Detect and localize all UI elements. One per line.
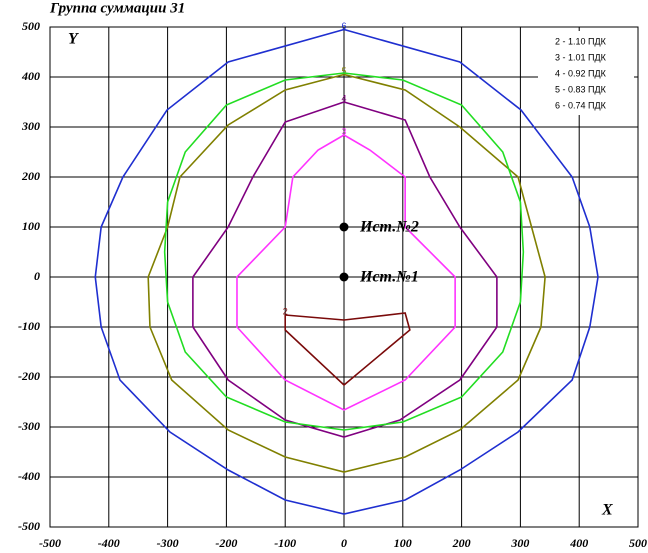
source-label: Ист.№2 — [359, 219, 419, 236]
contour-line — [94, 28, 599, 515]
x-tick-label: 200 — [452, 536, 471, 550]
legend-entry: 6 - 0.74 ПДК — [555, 100, 607, 110]
contour-line — [236, 134, 456, 411]
x-tick-label: -500 — [39, 536, 61, 550]
x-tick-label: 400 — [569, 536, 588, 550]
y-tick-label: 300 — [21, 119, 40, 133]
x-tick-label: 500 — [629, 536, 647, 550]
y-tick-label: -300 — [18, 419, 40, 433]
y-tick-label: 0 — [34, 269, 40, 283]
x-tick-label: 0 — [341, 536, 347, 550]
contour-label: 4 — [341, 93, 346, 103]
x-tick-label: -300 — [157, 536, 179, 550]
contour-line — [284, 312, 411, 387]
legend-box — [538, 31, 634, 115]
y-tick-label: 100 — [22, 219, 40, 233]
legend-entry: 2 - 1.10 ПДК — [555, 36, 607, 46]
y-tick-label: 200 — [21, 169, 40, 183]
legend-entry: 3 - 1.01 ПДК — [555, 52, 607, 62]
chart-title: Группа суммации 31 — [49, 0, 185, 16]
contour-line — [147, 73, 546, 473]
x-tick-label: 100 — [394, 536, 412, 550]
contour-line — [163, 72, 525, 431]
y-tick-label: 500 — [22, 19, 40, 33]
contour-label: 5 — [341, 66, 346, 76]
source-point — [339, 222, 349, 232]
plot-frame — [49, 26, 639, 528]
contour-label: 2 — [283, 306, 288, 316]
x-tick-label: -100 — [274, 536, 296, 550]
y-tick-label: -200 — [18, 369, 40, 383]
y-axis-label: Y — [68, 31, 79, 48]
y-tick-label: -100 — [18, 319, 40, 333]
y-tick-label: -400 — [18, 469, 40, 483]
contour-label: 6 — [341, 21, 346, 31]
x-axis-label: X — [601, 502, 613, 519]
y-tick-label: 400 — [21, 69, 40, 83]
legend-entry: 4 - 0.92 ПДК — [555, 68, 607, 78]
legend-entry: 5 - 0.83 ПДК — [555, 84, 607, 94]
x-tick-label: 300 — [510, 536, 529, 550]
source-label: Ист.№1 — [359, 269, 419, 286]
source-point — [339, 272, 349, 282]
contour-label: 3 — [341, 126, 346, 136]
x-tick-label: -200 — [215, 536, 237, 550]
x-tick-label: -400 — [98, 536, 120, 550]
contour-line — [192, 101, 498, 438]
y-tick-label: -500 — [18, 519, 40, 533]
